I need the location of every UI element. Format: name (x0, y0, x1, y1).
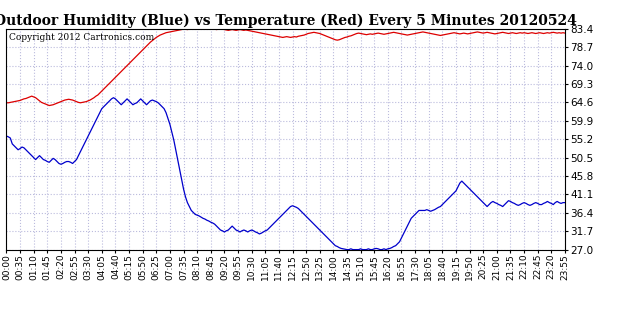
Title: Outdoor Humidity (Blue) vs Temperature (Red) Every 5 Minutes 20120524: Outdoor Humidity (Blue) vs Temperature (… (0, 13, 577, 28)
Text: Copyright 2012 Cartronics.com: Copyright 2012 Cartronics.com (9, 33, 155, 42)
